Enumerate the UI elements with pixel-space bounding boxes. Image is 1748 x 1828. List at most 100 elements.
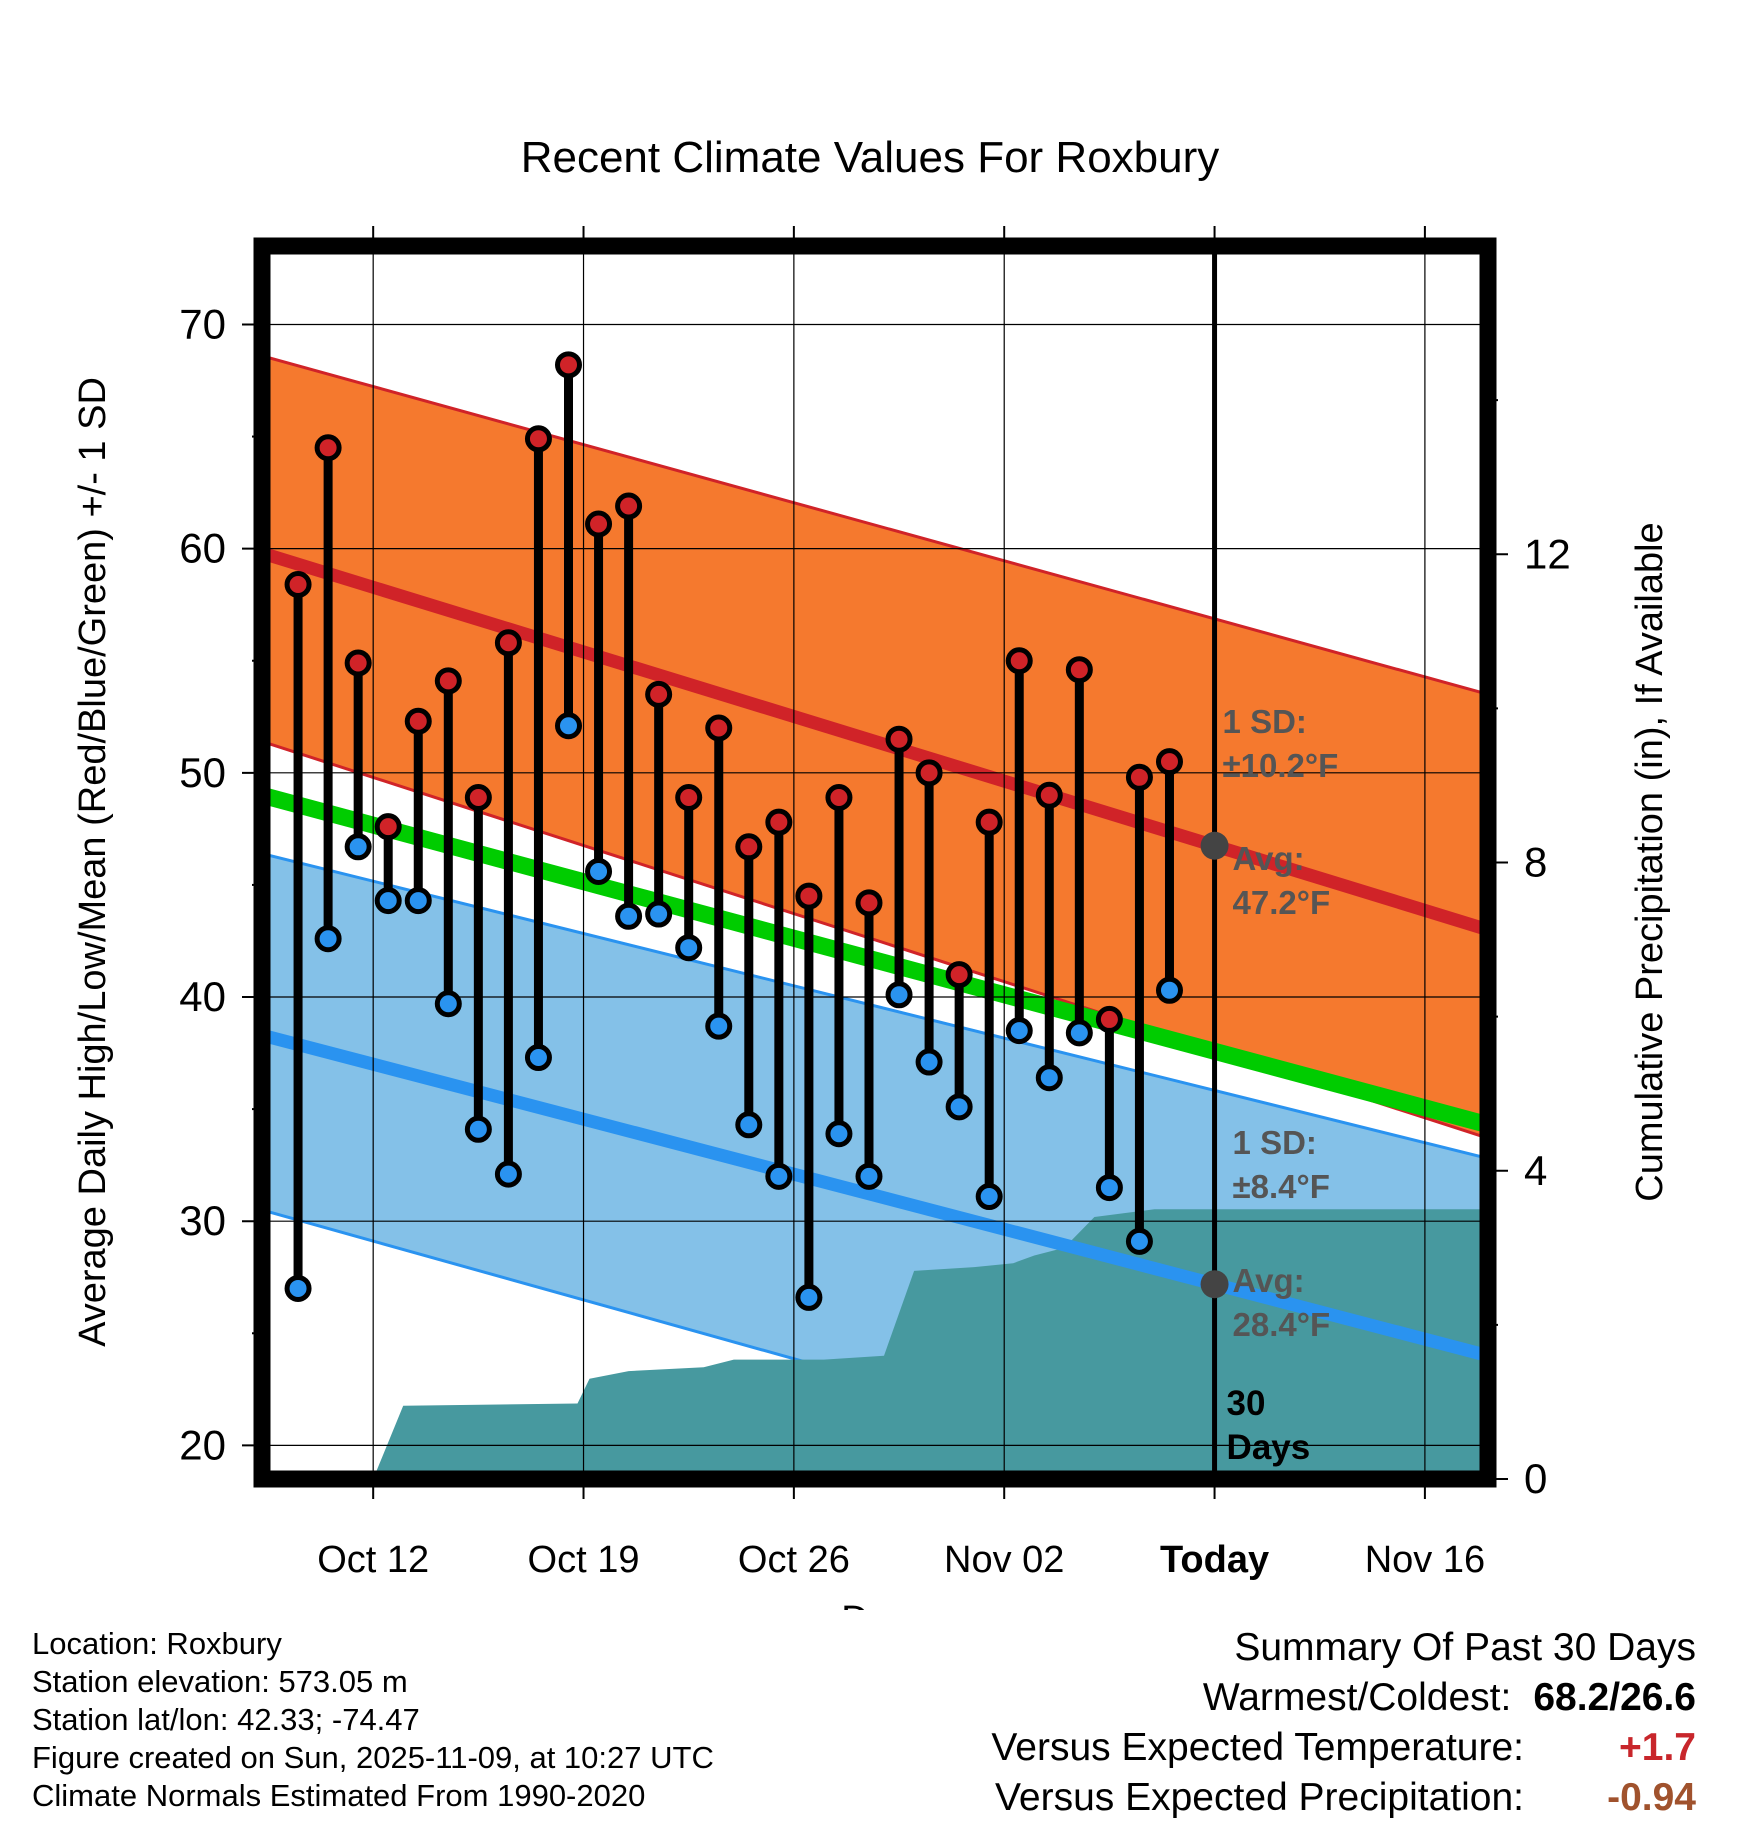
y-tick-label-left: 20 — [179, 1421, 226, 1468]
summary-title: Summary Of Past 30 Days — [1234, 1626, 1696, 1669]
daily-low-point — [1125, 1227, 1153, 1255]
daily-high-point — [1035, 781, 1063, 809]
y-tick-label-left: 40 — [179, 973, 226, 1020]
daily-low-point — [825, 1120, 853, 1148]
today-high-avg-marker — [1200, 831, 1229, 860]
created-text: Figure created on Sun, 2025-11-09, at 10… — [32, 1740, 714, 1775]
daily-high-point — [284, 571, 312, 599]
y-axis-label-right: Cumulative Precipitation (in), If Availa… — [1629, 522, 1671, 1201]
daily-high-point — [404, 707, 432, 735]
daily-low-point — [765, 1162, 793, 1190]
daily-high-point — [795, 882, 823, 910]
daily-high-point — [585, 510, 613, 538]
daily-high-point — [344, 649, 372, 677]
y-tick-label-right: 12 — [1524, 530, 1571, 577]
daily-low-point — [675, 934, 703, 962]
daily-low-point — [1155, 976, 1183, 1004]
daily-high-point — [705, 714, 733, 742]
x-tick-label: Oct 12 — [317, 1539, 429, 1581]
daily-low-point — [284, 1274, 312, 1302]
daily-high-point — [645, 680, 673, 708]
location-text: Location: Roxbury — [32, 1626, 282, 1661]
low-avg-line — [262, 1028, 1488, 1362]
low-avg-annotation-line: Avg: — [1233, 1262, 1305, 1299]
daily-low-point — [945, 1093, 973, 1121]
daily-high-point — [464, 783, 492, 811]
today-low-avg-marker — [1200, 1270, 1229, 1299]
y-tick-label-left: 50 — [179, 749, 226, 796]
x-tick-label: Oct 26 — [738, 1539, 850, 1581]
summary-warmest-row: Warmest/Coldest: 68.2/26.6 — [991, 1673, 1696, 1723]
daily-low-point — [855, 1162, 883, 1190]
x-tick-label: Nov 16 — [1365, 1539, 1485, 1581]
daily-high-point — [434, 667, 462, 695]
daily-low-point — [615, 902, 643, 930]
summary-temp-row: Versus Expected Temperature: +1.7 — [991, 1723, 1696, 1773]
days-annotation-line: 30 — [1227, 1384, 1266, 1423]
daily-high-point — [915, 759, 943, 787]
daily-high-point — [735, 833, 763, 861]
daily-low-point — [1065, 1019, 1093, 1047]
daily-low-point — [915, 1048, 943, 1076]
daily-low-point — [494, 1160, 522, 1188]
climate-chart: 1 SD: ±10.2°F Avg: 47.2°F 1 SD: ±8.4°F Avg: 28.… — [72, 133, 1671, 1610]
daily-high-point — [494, 629, 522, 657]
daily-high-point — [765, 808, 793, 836]
daily-high-point — [975, 808, 1003, 836]
y-axis-label-left: Average Daily High/Low/Mean (Red/Blue/Gr… — [72, 377, 114, 1347]
daily-observations — [284, 351, 1183, 1311]
daily-low-point — [1095, 1174, 1123, 1202]
daily-low-point — [645, 900, 673, 928]
temp-value: +1.7 — [1619, 1726, 1696, 1769]
temp-label: Versus Expected Temperature: — [991, 1726, 1524, 1769]
summary-precip-row: Versus Expected Precipitation: -0.94 — [991, 1773, 1696, 1823]
low-sd-upper-line — [262, 852, 1488, 1160]
y-tick-label-left: 60 — [179, 525, 226, 572]
daily-high-point — [524, 425, 552, 453]
low-sd-annotation: 1 SD: ±8.4°F — [1233, 1124, 1330, 1205]
daily-high-point — [855, 889, 883, 917]
daily-low-point — [374, 887, 402, 915]
high-sd-annotation-line: ±10.2°F — [1223, 747, 1339, 784]
daily-low-point — [585, 857, 613, 885]
latlon-text: Station lat/lon: 42.33; -74.47 — [32, 1702, 420, 1737]
daily-high-point — [1095, 1005, 1123, 1033]
y-tick-label-right: 4 — [1524, 1147, 1547, 1194]
low-sd-annotation-line: 1 SD: — [1233, 1124, 1317, 1161]
warmest-value: 68.2/26.6 — [1533, 1676, 1696, 1719]
station-info: Location: Roxbury Station elevation: 573… — [32, 1625, 714, 1815]
high-avg-annotation-line: 47.2°F — [1233, 884, 1331, 921]
precip-value: -0.94 — [1607, 1776, 1696, 1819]
summary-panel: Summary Of Past 30 Days Warmest/Coldest:… — [991, 1623, 1696, 1823]
daily-low-point — [344, 833, 372, 861]
high-avg-annotation: Avg: 47.2°F — [1233, 840, 1331, 921]
daily-high-point — [1155, 748, 1183, 776]
daily-low-point — [404, 887, 432, 915]
daily-high-point — [675, 783, 703, 811]
days-annotation: 30 Days — [1227, 1384, 1311, 1467]
daily-low-point — [705, 1012, 733, 1040]
high-sd-annotation-line: 1 SD: — [1223, 703, 1307, 740]
daily-low-point — [975, 1183, 1003, 1211]
daily-low-point — [1005, 1017, 1033, 1045]
daily-high-point — [1005, 647, 1033, 675]
y-tick-label-right: 8 — [1524, 839, 1547, 886]
daily-high-point — [885, 725, 913, 753]
daily-high-point — [615, 492, 643, 520]
high-sd-annotation: 1 SD: ±10.2°F — [1223, 703, 1339, 784]
low-sd-annotation-line: ±8.4°F — [1233, 1168, 1330, 1205]
daily-low-point — [524, 1044, 552, 1072]
daily-low-point — [464, 1115, 492, 1143]
low-avg-annotation-line: 28.4°F — [1233, 1306, 1331, 1343]
y-tick-label-left: 70 — [179, 300, 226, 347]
daily-high-point — [1065, 656, 1093, 684]
y-tick-label-left: 30 — [179, 1197, 226, 1244]
daily-high-point — [945, 961, 973, 989]
warmest-label: Warmest/Coldest: — [1202, 1676, 1512, 1719]
daily-low-point — [555, 712, 582, 740]
high-avg-line — [262, 546, 1488, 936]
daily-low-point — [314, 925, 342, 953]
elevation-text: Station elevation: 573.05 m — [32, 1664, 408, 1699]
daily-high-point — [314, 434, 342, 462]
x-axis-label: Day — [841, 1599, 909, 1610]
